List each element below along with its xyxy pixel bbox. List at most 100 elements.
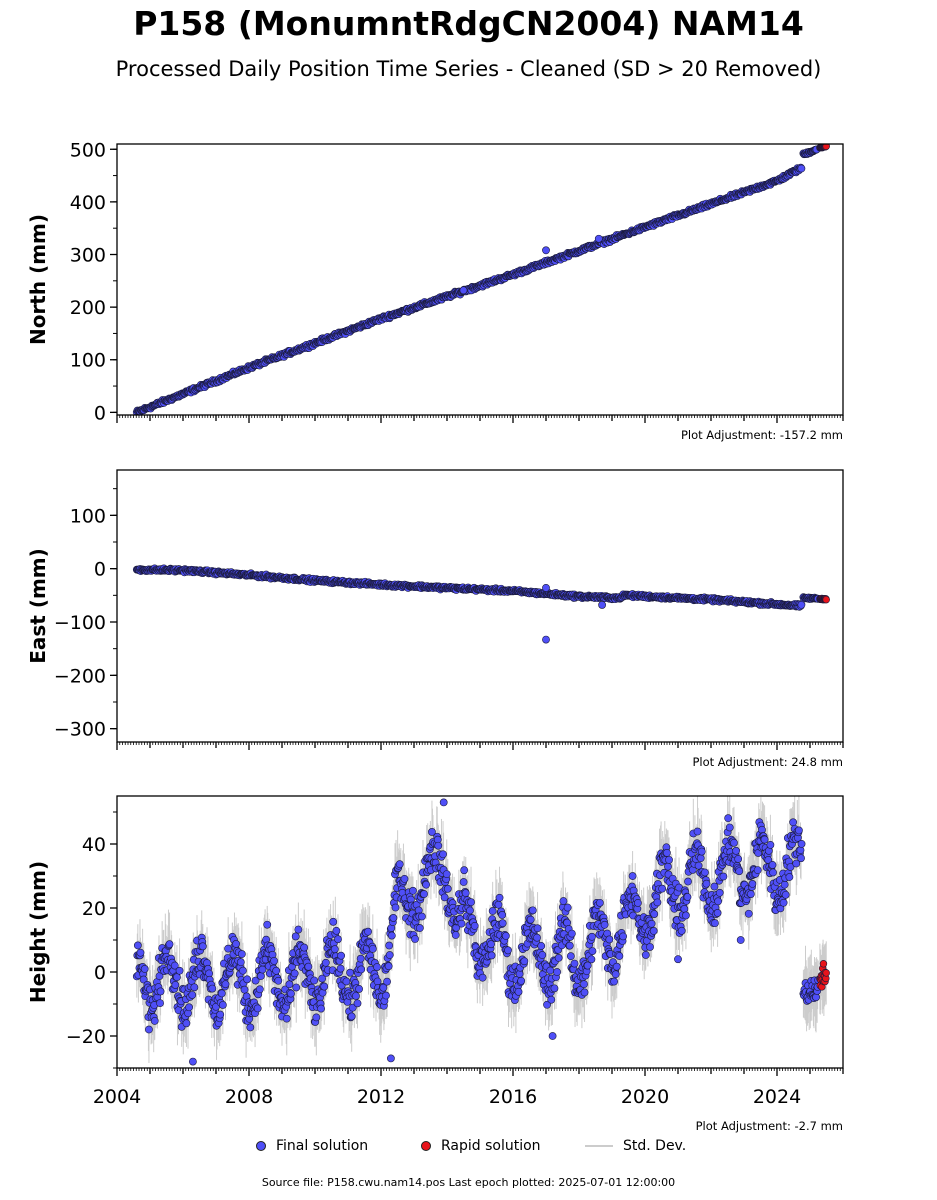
east-plot-adjustment: Plot Adjustment: 24.8 mm xyxy=(692,755,843,769)
height-final-point xyxy=(282,1014,291,1023)
height-final-point xyxy=(188,991,197,999)
height-final-point xyxy=(336,964,345,973)
height-final-point xyxy=(612,962,621,971)
height-final-point xyxy=(467,898,475,907)
height-final-point xyxy=(546,966,555,975)
height-final-point xyxy=(310,976,319,985)
height-final-point xyxy=(650,910,659,918)
north-y-axis-label: North (mm) xyxy=(26,214,50,345)
height-final-point xyxy=(565,941,574,950)
height-final-point xyxy=(563,903,572,912)
height-final-point xyxy=(243,975,252,984)
height-final-point xyxy=(389,914,398,922)
height-final-point xyxy=(217,989,226,998)
height-final-point xyxy=(145,1025,153,1034)
height-final-point xyxy=(550,984,559,993)
east-final-point xyxy=(542,583,550,592)
height-final-point xyxy=(442,870,451,879)
height-final-point xyxy=(538,951,547,959)
height-final-point xyxy=(182,1019,191,1028)
height-final-point xyxy=(646,943,654,951)
height-final-point xyxy=(440,893,449,902)
height-final-point xyxy=(415,924,424,932)
east-final-point xyxy=(598,601,606,609)
height-final-point xyxy=(610,977,619,986)
height-final-point xyxy=(373,963,381,971)
height-final-point xyxy=(150,1017,159,1025)
height-final-point xyxy=(272,966,281,975)
height-final-point xyxy=(383,977,391,986)
height-final-point xyxy=(504,946,512,955)
height-final-point xyxy=(258,965,267,974)
chart-title: P158 (MonumntRdgCN2004) NAM14 xyxy=(133,4,804,43)
height-final-point xyxy=(364,927,372,936)
height-final-point xyxy=(263,920,272,929)
height-final-point xyxy=(170,961,179,970)
east-y-axis-label: East (mm) xyxy=(26,548,50,664)
height-final-point xyxy=(649,927,658,935)
height-final-point xyxy=(553,968,561,976)
height-final-point xyxy=(255,985,264,994)
height-final-point xyxy=(517,976,526,985)
height-final-point xyxy=(294,925,303,934)
height-final-point xyxy=(494,900,503,909)
height-final-point xyxy=(411,935,419,943)
height-final-point xyxy=(653,898,662,907)
height-final-point xyxy=(487,951,496,960)
east-y-tick-label: 100 xyxy=(70,505,106,527)
height-final-point xyxy=(385,941,394,950)
height-final-point xyxy=(355,985,363,993)
height-final-point xyxy=(256,972,265,980)
height-final-point xyxy=(320,982,329,991)
north-final-point xyxy=(594,234,603,243)
height-final-point xyxy=(332,926,341,935)
height-final-point xyxy=(533,924,542,933)
height-final-point xyxy=(190,983,199,992)
north-y-tick-label: 200 xyxy=(70,297,106,319)
north-final-point xyxy=(542,246,550,255)
height-final-point xyxy=(487,940,495,949)
height-final-point xyxy=(418,912,426,921)
height-final-point xyxy=(330,945,339,954)
east-y-tick-label: −300 xyxy=(54,719,106,741)
height-plot-area xyxy=(132,796,830,1066)
height-final-point xyxy=(285,980,294,989)
height-final-point xyxy=(498,911,507,919)
height-final-point xyxy=(543,1000,551,1009)
north-plot-adjustment: Plot Adjustment: -157.2 mm xyxy=(681,428,843,442)
height-final-point xyxy=(466,906,474,915)
height-final-point xyxy=(246,1023,255,1032)
north-y-tick-label: 0 xyxy=(94,402,106,424)
height-final-point xyxy=(384,962,393,971)
height-final-point xyxy=(600,920,609,929)
north-y-tick-label: 400 xyxy=(70,192,106,214)
height-final-point xyxy=(391,903,400,912)
height-final-point xyxy=(185,1003,193,1012)
height-final-point xyxy=(221,980,230,989)
height-final-point xyxy=(647,919,656,928)
height-final-point xyxy=(136,948,145,957)
height-final-point xyxy=(156,999,164,1008)
height-final-point xyxy=(321,958,330,967)
height-final-point xyxy=(382,991,390,1000)
height-final-point xyxy=(329,917,338,926)
height-final-point xyxy=(457,919,466,928)
height-final-point xyxy=(588,947,597,955)
height-final-point xyxy=(528,906,537,915)
height-final-point xyxy=(587,955,596,964)
height-final-point xyxy=(559,897,568,905)
east-y-tick-label: −100 xyxy=(54,612,106,634)
height-final-point xyxy=(434,841,443,850)
height-final-point xyxy=(498,919,507,928)
height-final-point xyxy=(165,940,174,949)
height-final-point xyxy=(379,983,388,992)
height-final-point xyxy=(461,889,470,897)
height-final-point xyxy=(232,940,240,948)
height-final-point xyxy=(580,980,588,989)
height-final-point xyxy=(611,970,620,979)
east-plot-area xyxy=(132,564,830,644)
north-y-tick-label: 500 xyxy=(70,139,106,161)
height-final-point xyxy=(251,976,260,985)
height-final-point xyxy=(495,893,504,902)
height-final-point xyxy=(236,958,245,967)
